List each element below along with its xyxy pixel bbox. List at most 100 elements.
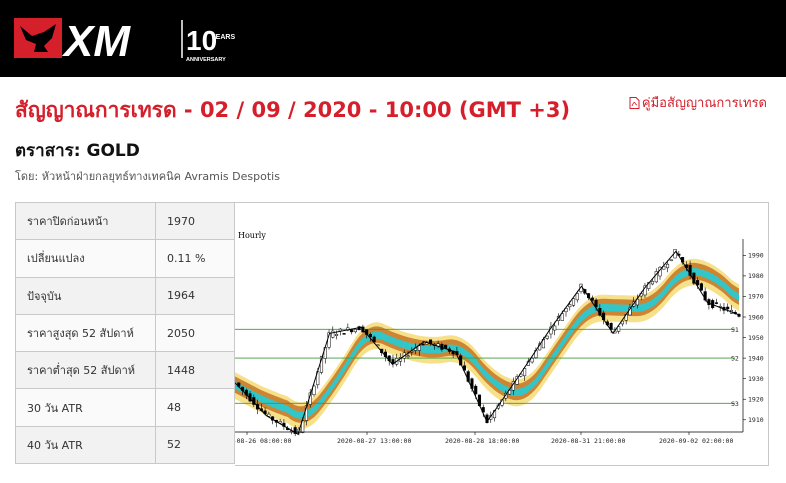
candle-body — [353, 329, 357, 333]
stat-value: 1448 — [155, 351, 235, 390]
candle-body — [278, 421, 282, 424]
x-tick-label: 2020-08-27 13:00:00 — [337, 437, 411, 445]
zigzag-line — [235, 250, 740, 435]
candle-body — [530, 358, 534, 363]
candle-body — [560, 313, 564, 321]
candle-body — [714, 302, 718, 304]
y-tick-label: 1910 — [748, 416, 764, 424]
stat-label: 40 วัน ATR — [15, 425, 156, 465]
candle-body — [523, 368, 527, 377]
candle-body — [726, 306, 730, 310]
author-byline: โดย: หัวหน้าฝ่ายกลยุทธ์ทางเทคนิค Avramis… — [15, 170, 280, 183]
price-chart: S1 S2 S3 1910 1920 1930 1940 1950 1960 1970 1980 1… — [235, 202, 769, 466]
stat-value: 0.11 % — [155, 239, 235, 278]
candle-body — [575, 293, 579, 301]
stats-row: เปลี่ยนแปลง 0.11 % — [15, 239, 235, 278]
time-axis: 2020-08-26 08:00:00 2020-08-27 13:00:00 20… — [235, 431, 743, 445]
orange-band — [235, 262, 739, 423]
anniversary-label: ANNIVERSARY — [186, 57, 226, 63]
y-tick-label: 1950 — [748, 334, 764, 342]
instrument-heading: ตราสาร: GOLD — [15, 141, 140, 161]
candle-body — [368, 333, 372, 338]
page-title: สัญญาณการเทรด - 02 / 09 / 2020 - 10:00 (… — [15, 98, 571, 122]
chart-title: Hourly — [238, 231, 266, 240]
guide-link-label: คู่มือสัญญาณการเทรด — [641, 96, 767, 111]
anniversary-number: 10 — [186, 25, 217, 56]
support-label: S1 — [731, 326, 739, 334]
stat-value: 2050 — [155, 313, 235, 353]
stats-row: 30 วัน ATR 48 — [15, 388, 235, 427]
candle-body — [444, 344, 448, 349]
candle-body — [342, 333, 346, 335]
indicator-bands — [235, 258, 739, 429]
candle-body — [331, 330, 335, 338]
stat-label: ปัจจุบัน — [15, 276, 156, 315]
stats-row: ราคาต่ำสุด 52 สัปดาห์ 1448 — [15, 351, 235, 390]
pdf-icon — [629, 96, 640, 109]
support-label: S3 — [731, 400, 739, 408]
anniversary-years: YEARS — [211, 34, 235, 41]
candle-body — [335, 333, 339, 336]
candle-body — [350, 329, 354, 333]
y-tick-label: 1920 — [748, 396, 764, 404]
stat-label: ราคาต่ำสุด 52 สัปดาห์ — [15, 351, 156, 390]
price-zigzag — [235, 250, 740, 435]
candle-body — [737, 314, 741, 317]
stats-row: ราคาปิดก่อนหน้า 1970 — [15, 201, 235, 241]
support-levels: S1 S2 S3 — [235, 326, 739, 408]
stats-row: 40 วัน ATR 52 — [15, 425, 235, 465]
x-tick-label: 2020-08-26 08:00:00 — [235, 437, 291, 445]
candle-body — [417, 345, 421, 351]
stat-value: 48 — [155, 388, 235, 427]
y-tick-label: 1980 — [748, 272, 764, 280]
candle-body — [474, 385, 478, 395]
candle-body — [504, 393, 508, 399]
candle-body — [571, 298, 576, 306]
y-tick-label: 1930 — [748, 375, 764, 383]
candle-body — [609, 322, 613, 330]
xm-wordmark: XM — [61, 17, 131, 65]
y-tick-label: 1970 — [748, 293, 764, 301]
y-tick-label: 1990 — [748, 252, 764, 260]
xm-logo[interactable]: XM 10 YEARS ANNIVERSARY — [14, 10, 244, 65]
stat-label: ราคาปิดก่อนหน้า — [15, 201, 156, 241]
candle-body — [643, 285, 647, 296]
candle-body — [669, 259, 673, 262]
candle-body — [594, 299, 598, 308]
candle-body — [696, 280, 700, 286]
support-label: S2 — [731, 355, 739, 363]
y-tick-label: 1940 — [748, 354, 764, 362]
candle-body — [267, 413, 271, 417]
candle-body — [647, 282, 651, 289]
stat-label: เปลี่ยนแปลง — [15, 239, 156, 278]
candle-body — [665, 263, 670, 269]
candle-body — [568, 304, 572, 308]
teal-band — [235, 268, 739, 419]
stats-row: ปัจจุบัน 1964 — [15, 276, 235, 315]
trading-signals-guide-link[interactable]: คู่มือสัญญาณการเทรด — [629, 92, 767, 113]
y-tick-label: 1960 — [748, 313, 764, 321]
x-tick-label: 2020-08-28 18:00:00 — [445, 437, 519, 445]
candle-body — [688, 265, 692, 276]
stat-label: ราคาสูงสุด 52 สัปดาห์ — [15, 313, 156, 353]
candle-body — [312, 385, 316, 395]
price-axis: 1910 1920 1930 1940 1950 1960 1970 1980 1990 — [742, 239, 764, 432]
x-tick-label: 2020-08-31 21:00:00 — [551, 437, 625, 445]
stats-row: ราคาสูงสุด 52 สัปดาห์ 2050 — [15, 313, 235, 353]
candle-body — [699, 283, 703, 291]
stat-label: 30 วัน ATR — [15, 388, 156, 427]
candle-body — [406, 355, 410, 358]
x-tick-label: 2020-09-02 02:00:00 — [659, 437, 733, 445]
candle-body — [650, 281, 655, 285]
candle-body — [617, 326, 621, 332]
candle-body — [293, 427, 297, 434]
stat-value: 1964 — [155, 276, 235, 315]
candle-body — [545, 335, 549, 339]
stat-value: 1970 — [155, 201, 235, 241]
candle-body — [590, 297, 594, 301]
candle-body — [421, 343, 425, 346]
site-header: XM 10 YEARS ANNIVERSARY — [0, 0, 786, 77]
candle-body — [553, 325, 557, 331]
candle-body — [372, 336, 376, 343]
